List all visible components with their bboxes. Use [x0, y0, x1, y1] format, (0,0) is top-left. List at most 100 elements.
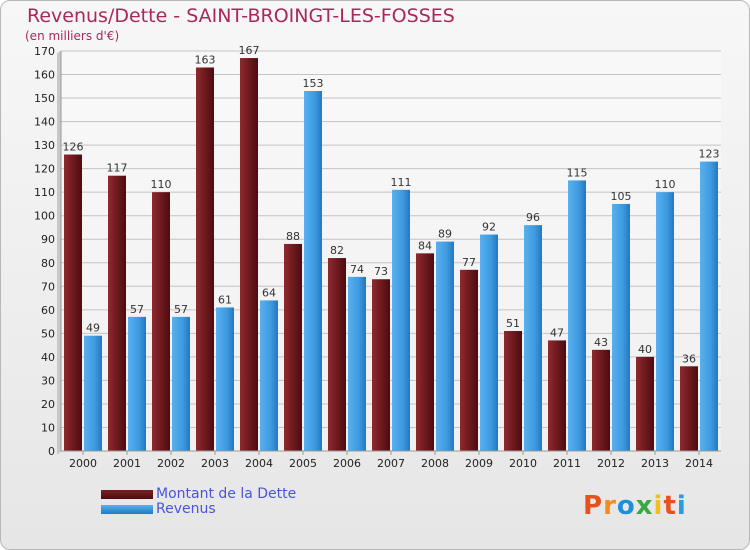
x-tick-label: 2004 [245, 457, 273, 470]
debt-value-label: 163 [195, 53, 216, 66]
gridline-depth [56, 97, 62, 102]
x-tick-label: 2005 [289, 457, 317, 470]
debt-value-label: 88 [286, 230, 300, 243]
revenue-value-label: 153 [303, 77, 324, 90]
y-tick-label: 160 [34, 69, 55, 82]
revenue-value-label: 96 [526, 211, 540, 224]
y-tick-label: 30 [41, 374, 55, 387]
debt-bar [504, 331, 522, 451]
revenue-value-label: 61 [218, 293, 232, 306]
legend-swatch-revenue [101, 505, 153, 514]
legend-label-revenue: Revenus [156, 501, 216, 517]
debt-bar [548, 340, 566, 451]
revenue-bar [480, 234, 498, 451]
revenue-value-label: 110 [655, 178, 676, 191]
debt-value-label: 77 [462, 256, 476, 269]
debt-value-label: 84 [418, 239, 432, 252]
gridline-depth [56, 427, 62, 431]
revenue-bar [656, 192, 674, 452]
logo-letter: i [653, 491, 664, 521]
logo-letter: t [663, 491, 677, 521]
gridline-depth [56, 50, 62, 55]
gridline-depth [56, 403, 62, 408]
y-tick-label: 20 [41, 398, 55, 411]
revenue-value-label: 123 [699, 148, 720, 161]
revenue-value-label: 92 [482, 221, 496, 234]
chart-subtitle: (en milliers d'€) [25, 29, 120, 43]
gridline-depth [56, 285, 62, 290]
gridline-depth [56, 309, 62, 314]
revenue-value-label: 49 [86, 322, 100, 335]
legend-swatch-debt [101, 490, 153, 499]
gridline-depth [56, 168, 62, 173]
debt-value-label: 167 [239, 44, 260, 57]
gridline-depth [56, 356, 62, 361]
debt-bar [328, 258, 346, 451]
debt-value-label: 110 [151, 178, 172, 191]
debt-bar [152, 192, 170, 452]
debt-value-label: 126 [63, 141, 84, 154]
x-tick-label: 2008 [421, 457, 449, 470]
revenue-bar [172, 316, 190, 451]
debt-value-label: 43 [594, 336, 608, 349]
gridline-depth [56, 74, 62, 78]
revenue-bar [260, 300, 278, 451]
y-tick-label: 150 [34, 92, 55, 105]
gridline-depth [56, 215, 62, 220]
x-tick-label: 2002 [157, 457, 185, 470]
debt-bar [240, 58, 258, 451]
y-tick-label: 60 [41, 304, 55, 317]
gridline-depth [56, 262, 62, 267]
gridline-depth [56, 144, 62, 149]
revenue-bar [128, 316, 146, 451]
plot-area [61, 51, 721, 451]
x-tick-label: 2003 [201, 457, 229, 470]
y-tick-label: 0 [48, 445, 55, 458]
x-tick-label: 2012 [597, 457, 625, 470]
x-tick-label: 2013 [641, 457, 669, 470]
x-tick-label: 2000 [69, 457, 97, 470]
debt-value-label: 47 [550, 326, 564, 339]
debt-value-label: 117 [107, 162, 128, 175]
x-tick-label: 2010 [509, 457, 537, 470]
x-tick-label: 2009 [465, 457, 493, 470]
debt-bar [680, 366, 698, 451]
revenue-bar [348, 276, 366, 451]
debt-bar [372, 279, 390, 451]
legend-label-debt: Montant de la Dette [156, 486, 297, 502]
debt-bar [460, 269, 478, 451]
debt-bar [592, 349, 610, 451]
revenue-value-label: 74 [350, 263, 364, 276]
debt-bar [108, 175, 126, 452]
y-tick-label: 100 [34, 210, 55, 223]
logo-letter: o [616, 491, 636, 521]
logo-letter: r [603, 491, 617, 521]
revenue-value-label: 64 [262, 286, 276, 299]
debt-bar [284, 243, 302, 451]
debt-value-label: 51 [506, 317, 520, 330]
revenue-bar [216, 307, 234, 451]
plot-side-wall [57, 51, 61, 455]
logo-letter: P [583, 491, 604, 521]
debt-value-label: 40 [638, 343, 652, 356]
revenue-bar [392, 189, 410, 451]
revenue-value-label: 57 [174, 303, 188, 316]
gridline-depth [56, 380, 62, 384]
gridline-depth [56, 332, 62, 337]
debt-value-label: 82 [330, 244, 344, 257]
revenue-value-label: 111 [391, 176, 412, 189]
y-tick-label: 40 [41, 351, 55, 364]
revenue-value-label: 57 [130, 303, 144, 316]
y-tick-label: 140 [34, 116, 55, 129]
revenue-value-label: 115 [567, 166, 588, 179]
x-tick-label: 2001 [113, 457, 141, 470]
x-tick-label: 2006 [333, 457, 361, 470]
revenue-bar [568, 180, 586, 452]
debt-value-label: 36 [682, 352, 696, 365]
y-tick-label: 130 [34, 139, 55, 152]
y-tick-label: 170 [34, 45, 55, 58]
debt-bar [64, 154, 82, 451]
revenue-bar [436, 241, 454, 451]
